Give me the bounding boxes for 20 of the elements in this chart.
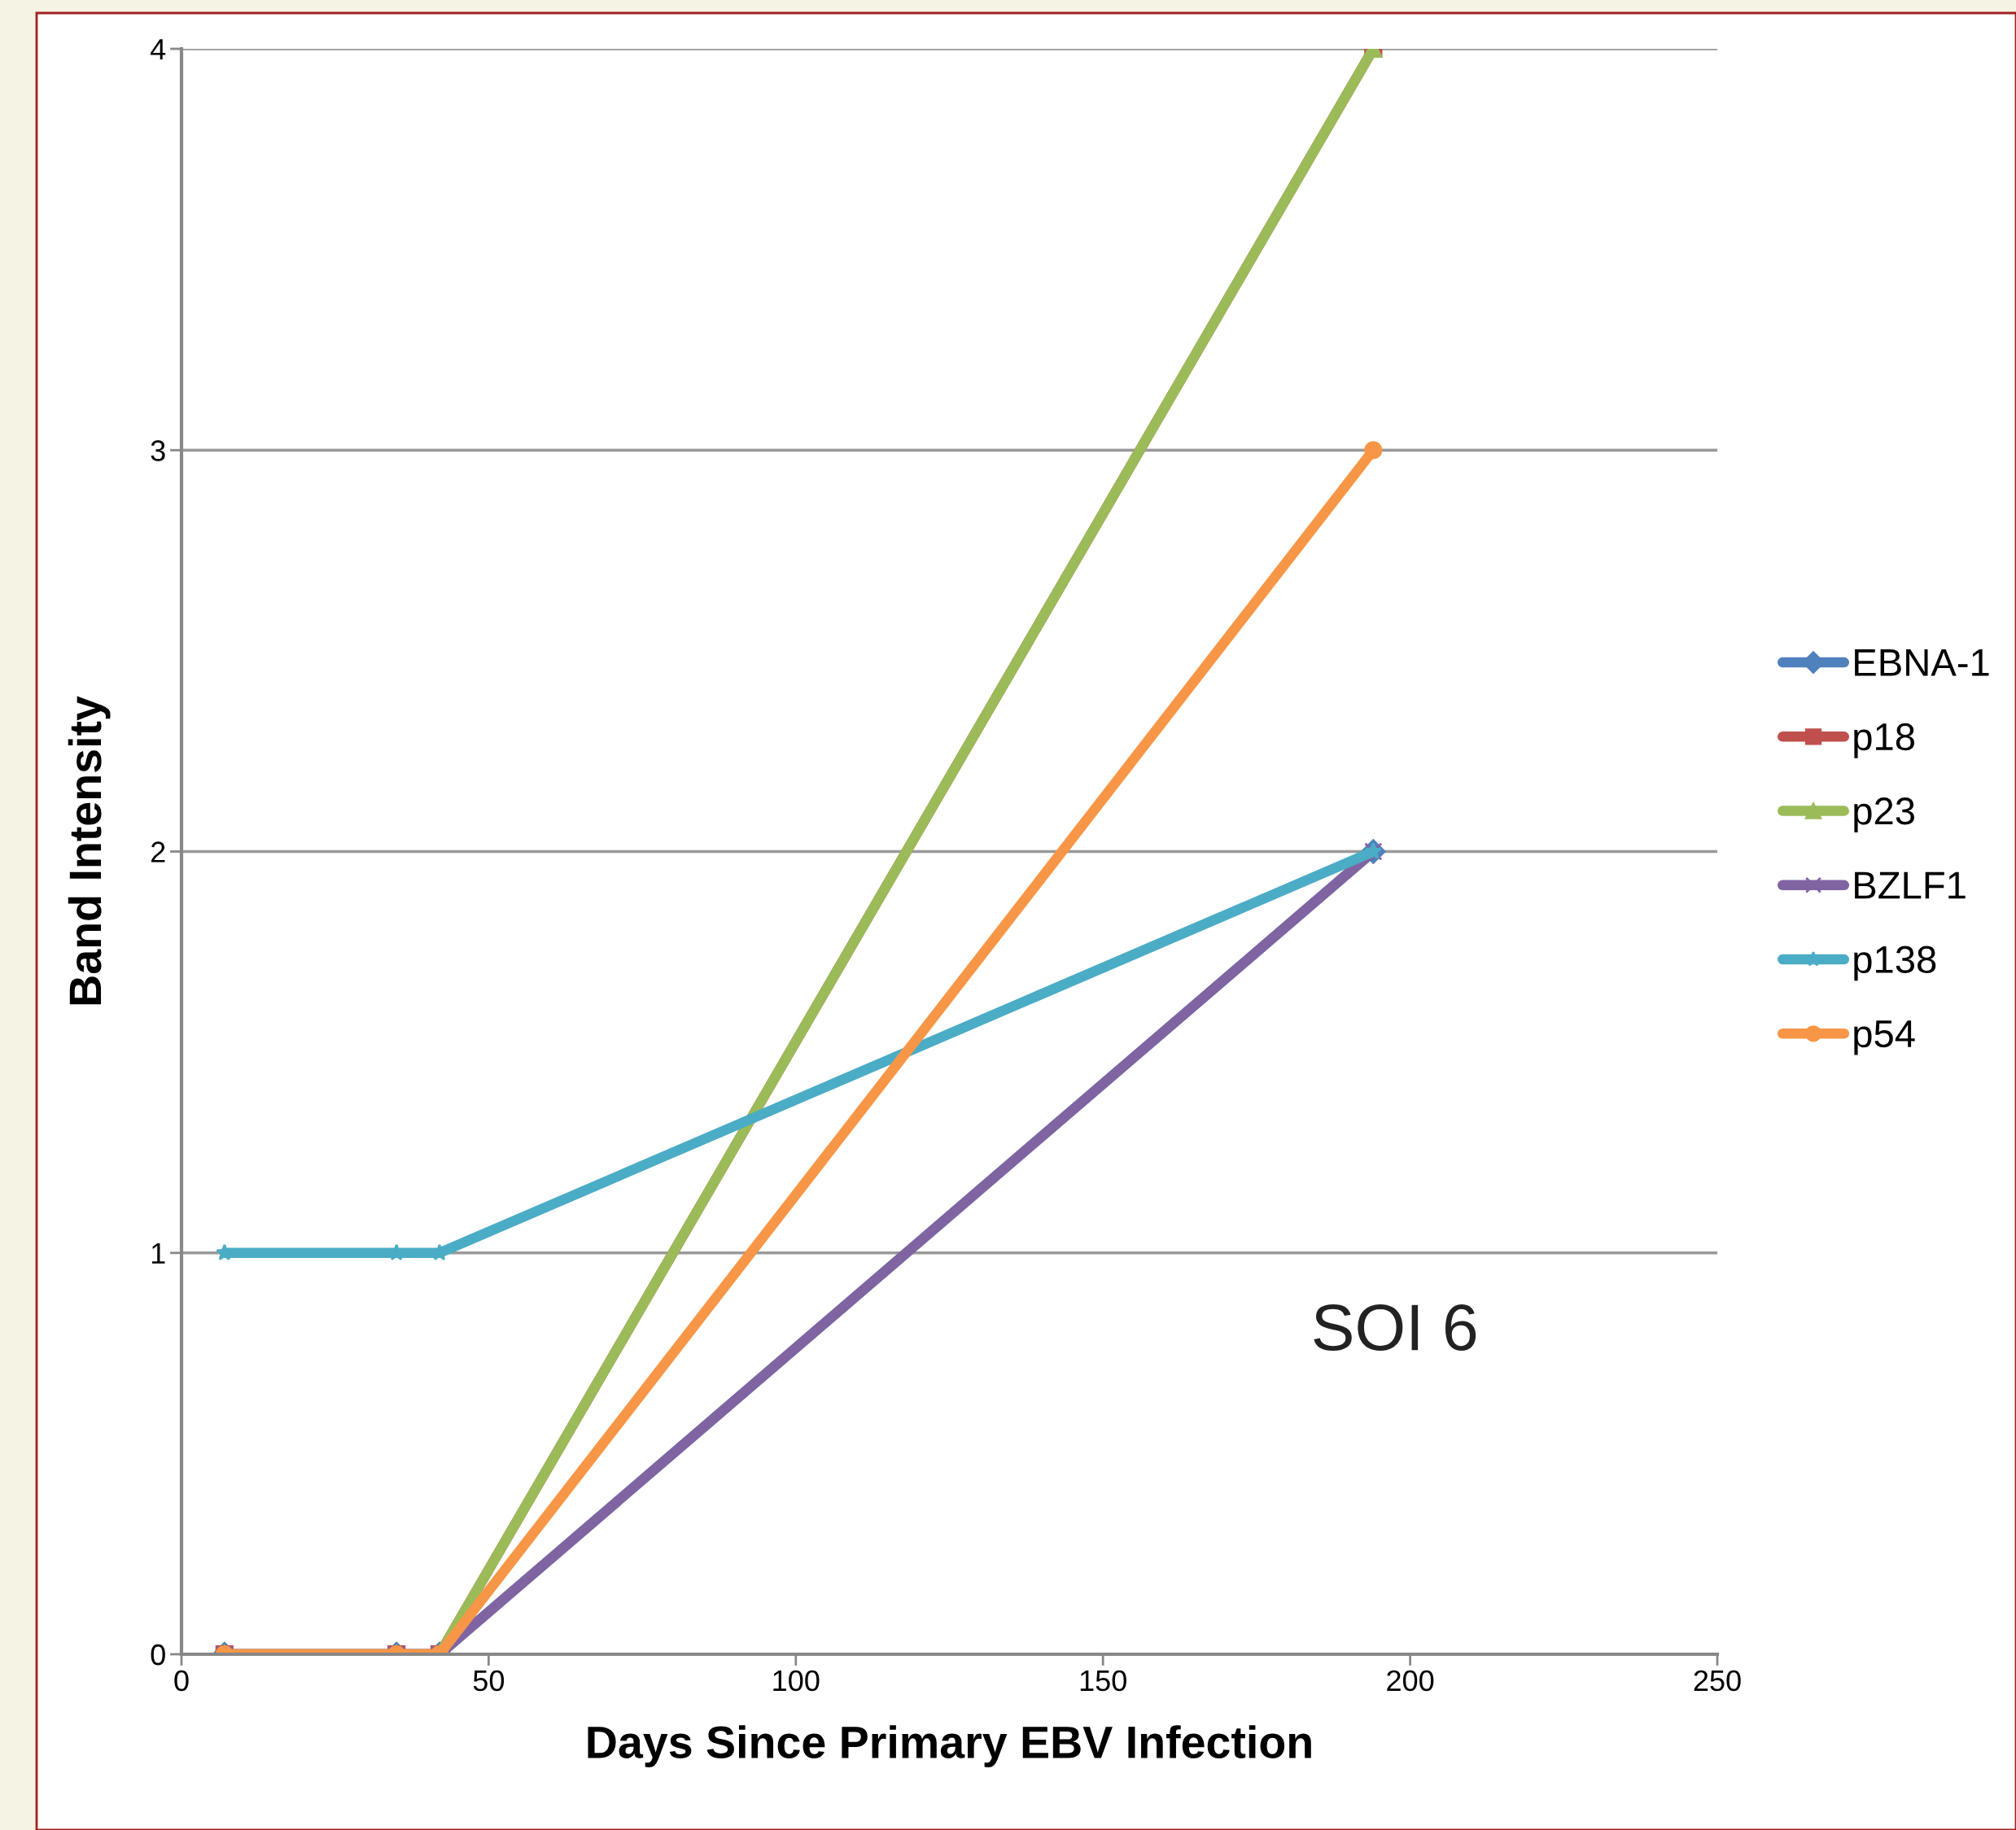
legend-label: EBNA-1: [1855, 649, 1989, 676]
x-tick-label: 0: [174, 1670, 189, 1692]
x-tick-label: 150: [1080, 1670, 1126, 1692]
x-tick-label: 50: [473, 1670, 505, 1692]
y-tick-label: 3: [151, 440, 165, 461]
x-axis-title: Days Since Primary EBV Infection: [588, 1725, 1311, 1767]
legend-label: p138: [1854, 946, 1936, 981]
legend-label: p54: [1854, 1020, 1915, 1055]
legend-label: p18: [1854, 723, 1914, 758]
legend-label: BZLF1: [1855, 871, 1966, 899]
y-tick-label: 4: [151, 39, 166, 60]
x-tick-label: 100: [773, 1670, 820, 1692]
annotation: SOI 6: [1314, 1304, 1476, 1352]
y-tick-label: 0: [151, 1644, 165, 1666]
y-tick-label: 1: [151, 1243, 165, 1264]
x-tick-label: 250: [1694, 1670, 1741, 1692]
legend-label: p23: [1854, 797, 1914, 832]
y-tick-label: 2: [151, 841, 165, 863]
x-tick-label: 200: [1387, 1670, 1434, 1692]
y-axis-title: Band Intensity: [68, 696, 111, 1005]
